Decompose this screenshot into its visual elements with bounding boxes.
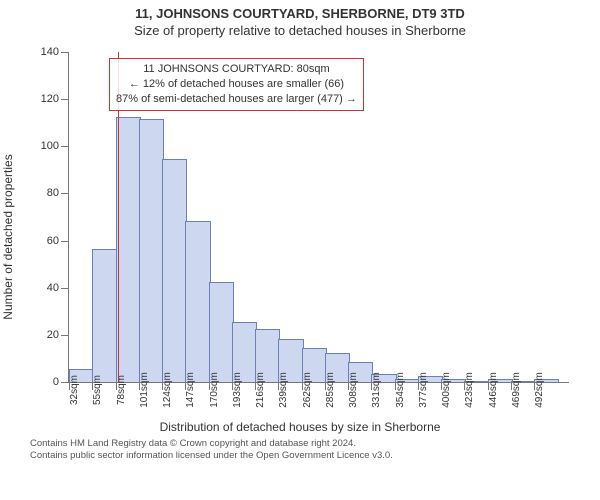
x-tick-label: 147sqm [185,372,196,408]
x-tick-label: 32sqm [69,375,80,405]
histogram-bar [92,249,117,382]
chart-title-main: 11, JOHNSONS COURTYARD, SHERBORNE, DT9 3… [0,0,600,21]
x-tick-label: 216sqm [255,372,266,408]
x-tick-label: 446sqm [488,372,499,408]
y-tick [61,193,69,194]
x-tick-label: 492sqm [534,372,545,408]
y-axis-label: Number of detached properties [1,154,15,319]
x-tick-label: 124sqm [162,372,173,408]
y-tick-label: 60 [47,235,59,247]
x-tick-label: 285sqm [325,372,336,408]
x-tick-label: 423sqm [464,372,475,408]
x-tick-label: 308sqm [348,372,359,408]
annotation-line: 87% of semi-detached houses are larger (… [116,92,357,107]
footer-line-1: Contains HM Land Registry data © Crown c… [30,438,590,450]
y-tick [61,335,69,336]
y-tick-label: 80 [47,187,59,199]
x-tick-label: 354sqm [395,372,406,408]
x-tick-label: 170sqm [209,372,220,408]
histogram-bar [116,117,141,382]
y-tick [61,52,69,53]
y-tick [61,146,69,147]
y-tick-label: 0 [53,376,59,388]
x-tick-label: 239sqm [278,372,289,408]
x-tick-label: 55sqm [92,375,103,405]
footer-line-2: Contains public sector information licen… [30,450,590,462]
y-tick [61,382,69,383]
y-tick-label: 120 [41,93,59,105]
histogram-bar [185,221,210,382]
x-tick-label: 400sqm [441,372,452,408]
x-tick-label: 469sqm [511,372,522,408]
property-annotation: 11 JOHNSONS COURTYARD: 80sqm← 12% of det… [109,58,364,111]
annotation-line: 11 JOHNSONS COURTYARD: 80sqm [116,62,357,77]
y-tick [61,241,69,242]
y-tick-label: 20 [47,329,59,341]
chart-container: Number of detached properties 0204060801… [20,42,580,432]
x-tick-label: 331sqm [371,372,382,408]
annotation-line: ← 12% of detached houses are smaller (66… [116,77,357,92]
plot-area: 02040608010012014032sqm55sqm78sqm101sqm1… [68,52,569,383]
histogram-bar [139,119,164,382]
y-tick-label: 140 [41,46,59,58]
histogram-bar [209,282,234,382]
y-tick-label: 100 [41,140,59,152]
histogram-bar [162,159,187,382]
footer-attribution: Contains HM Land Registry data © Crown c… [0,432,600,463]
y-tick-label: 40 [47,282,59,294]
x-axis-label: Distribution of detached houses by size … [160,420,441,434]
y-tick [61,288,69,289]
y-tick [61,99,69,100]
x-tick-label: 101sqm [139,372,150,408]
chart-title-sub: Size of property relative to detached ho… [0,21,600,42]
x-tick-label: 193sqm [232,372,243,408]
x-tick-label: 377sqm [418,372,429,408]
x-tick-label: 262sqm [302,372,313,408]
